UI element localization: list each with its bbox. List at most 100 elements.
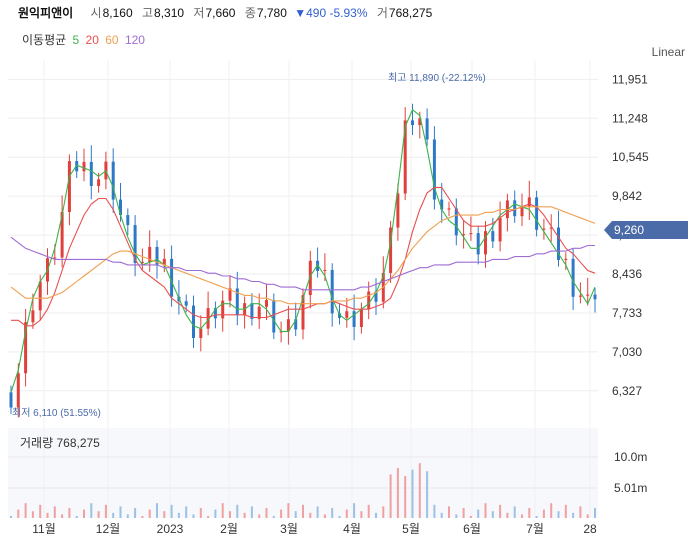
time-tick-label: 7월 <box>526 522 544 536</box>
candle-body <box>192 305 195 339</box>
volume-bar <box>309 512 312 518</box>
candle-body <box>425 118 429 140</box>
low-value: 7,660 <box>205 6 236 20</box>
ma-legend-20[interactable]: 20 <box>85 33 99 47</box>
last-price-value: 9,260 <box>614 223 644 237</box>
volume-bar <box>469 516 472 518</box>
candle-body <box>389 227 393 273</box>
volume-bar <box>177 512 180 518</box>
candle-body <box>447 208 451 210</box>
volume-bar <box>440 512 443 518</box>
candle-body <box>170 258 174 297</box>
volume-bar <box>83 509 85 518</box>
candles <box>9 103 597 418</box>
candle-body <box>476 233 480 255</box>
candle-body <box>162 258 166 266</box>
candle-body <box>126 215 130 226</box>
candle-body <box>542 228 546 230</box>
volume-bar <box>68 508 71 518</box>
volume-bar <box>389 474 392 518</box>
candle-body <box>119 199 122 216</box>
candle-body <box>24 322 28 374</box>
time-tick-label: 3월 <box>280 522 298 536</box>
volume-bar <box>24 503 27 518</box>
ma-legend-5[interactable]: 5 <box>72 33 80 47</box>
candle-body <box>140 261 144 263</box>
volume-tick-label: 10.0m <box>614 450 647 464</box>
volume-bar <box>192 514 195 518</box>
candle-body <box>199 328 203 339</box>
volume-title-label: 거래량 <box>20 436 54 450</box>
volume-tick-label: 5.01m <box>614 481 647 495</box>
volume-bar <box>236 504 239 518</box>
candle-body <box>498 218 502 242</box>
candle-body <box>403 120 407 194</box>
volume-bar <box>323 514 326 518</box>
volume-bar <box>272 516 275 518</box>
ma-line-5 <box>10 108 596 393</box>
ma-legend-120[interactable]: 120 <box>124 33 145 47</box>
candle-body <box>345 311 349 318</box>
candle-body <box>338 313 341 318</box>
high-label: 고 <box>141 6 154 20</box>
volume-bar <box>170 504 173 518</box>
candle-body <box>527 197 531 207</box>
volume-bar <box>353 503 356 518</box>
candle-body <box>111 161 115 200</box>
close-value: 7,780 <box>256 6 287 20</box>
volume-bar <box>586 514 589 518</box>
volume-bar <box>550 503 553 518</box>
volume-bar <box>535 516 538 518</box>
candle-body <box>513 200 517 217</box>
ma-line-60 <box>10 206 596 305</box>
price-plot-area <box>8 60 598 420</box>
open-label: 시 <box>90 6 102 20</box>
open-value: 8,160 <box>102 6 133 20</box>
volume-bar <box>462 508 465 518</box>
volume-bar <box>564 504 567 518</box>
ma-legend-60[interactable]: 60 <box>105 33 119 47</box>
volume-title: 거래량 768,275 <box>20 434 100 451</box>
volume-bar <box>542 509 545 518</box>
volume-bar <box>134 508 137 518</box>
volume-bar <box>265 508 268 518</box>
volume-bar <box>126 514 129 518</box>
candle-body <box>294 319 298 330</box>
candle-body <box>148 246 152 262</box>
scale-toggle[interactable]: Linear <box>651 45 685 59</box>
candle-body <box>359 309 363 327</box>
volume-bar <box>46 512 49 518</box>
ma-legend-label: 이동평균 <box>22 33 67 47</box>
candle-body <box>418 118 422 126</box>
candle-body <box>97 179 101 186</box>
volume-bar <box>207 516 210 518</box>
candle-body <box>213 308 217 319</box>
volume-bar <box>243 512 246 518</box>
time-tick-label: 6월 <box>463 522 481 536</box>
price-tick-label: 7,733 <box>612 306 642 320</box>
candle-body <box>228 288 232 301</box>
candle-body <box>535 197 539 230</box>
candle-body <box>593 294 597 300</box>
candle-body <box>323 269 327 272</box>
volume-bar <box>214 509 217 518</box>
volume-bar <box>53 506 56 518</box>
time-tick-label: 2월 <box>220 522 238 536</box>
volume-bar <box>528 508 531 518</box>
volume-bar <box>119 506 122 518</box>
volume-value: 768,275 <box>388 6 433 20</box>
volume-bar <box>338 516 341 518</box>
volume-bar <box>360 511 363 518</box>
candle-body <box>53 257 57 259</box>
volume-bar <box>491 511 494 518</box>
price-tick-label: 6,327 <box>612 384 642 398</box>
volume-bar <box>104 504 107 518</box>
volume-bar <box>433 504 436 518</box>
volume-bar <box>185 506 188 518</box>
volume-bar <box>112 512 115 518</box>
volume-bar <box>294 511 297 518</box>
last-price-badge-bg <box>604 221 688 239</box>
candle-body <box>578 295 582 297</box>
candle-body <box>67 161 71 213</box>
volume-bar <box>484 503 487 518</box>
